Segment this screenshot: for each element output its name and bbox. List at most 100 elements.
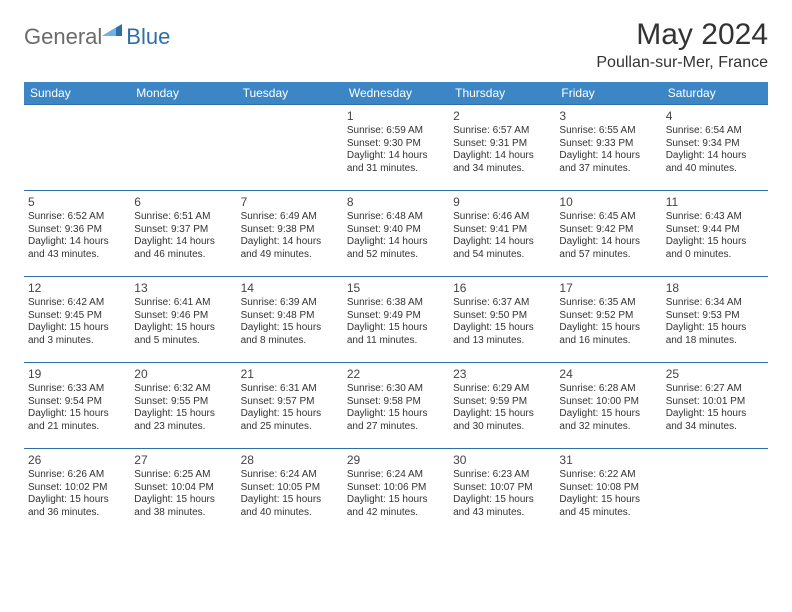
- calendar-row: 19Sunrise: 6:33 AM Sunset: 9:54 PM Dayli…: [24, 363, 768, 449]
- day-number: 20: [134, 367, 232, 381]
- day-details: Sunrise: 6:23 AM Sunset: 10:07 PM Daylig…: [453, 469, 551, 519]
- day-header: Friday: [555, 82, 661, 105]
- calendar-cell: 9Sunrise: 6:46 AM Sunset: 9:41 PM Daylig…: [449, 191, 555, 277]
- day-details: Sunrise: 6:35 AM Sunset: 9:52 PM Dayligh…: [559, 297, 657, 347]
- day-number: 21: [241, 367, 339, 381]
- day-number: 25: [666, 367, 764, 381]
- calendar-cell: 31 Sunrise: 6:22 AM Sunset: 10:08 PM Dayl…: [555, 449, 661, 535]
- calendar-cell: 14 Sunrise: 6:39 AM Sunset: 9:48 PM Dayli…: [237, 277, 343, 363]
- day-details: Sunrise: 6:48 AM Sunset: 9:40 PM Dayligh…: [347, 211, 445, 261]
- day-number: 2: [453, 109, 551, 123]
- calendar-cell: 26Sunrise: 6:26 AM Sunset: 10:02 PM Dayl…: [24, 449, 130, 535]
- day-details: Sunrise: 6:34 AM Sunset: 9:53 PM Dayligh…: [666, 297, 764, 347]
- day-details: Sunrise: 6:32 AM Sunset: 9:55 PM Dayligh…: [134, 383, 232, 433]
- logo: General Blue: [24, 18, 170, 50]
- calendar-cell: 18Sunrise: 6:34 AM Sunset: 9:53 PM Dayli…: [662, 277, 768, 363]
- day-number: 8: [347, 195, 445, 209]
- day-number: 5: [28, 195, 126, 209]
- day-number: 4: [666, 109, 764, 123]
- day-details: Sunrise: 6:30 AM Sunset: 9:58 PM Dayligh…: [347, 383, 445, 433]
- day-number: 22: [347, 367, 445, 381]
- day-number: 19: [28, 367, 126, 381]
- calendar-cell: 24Sunrise: 6:28 AM Sunset: 10:00 PM Dayl…: [555, 363, 661, 449]
- day-number: 31: [559, 453, 657, 467]
- calendar-page: General Blue May 2024 Poullan-sur-Mer, F…: [0, 0, 792, 553]
- calendar-cell: 6Sunrise: 6:51 AM Sunset: 9:37 PM Daylig…: [130, 191, 236, 277]
- day-details: Sunrise: 6:52 AM Sunset: 9:36 PM Dayligh…: [28, 211, 126, 261]
- calendar-row: 26Sunrise: 6:26 AM Sunset: 10:02 PM Dayl…: [24, 449, 768, 535]
- day-details: Sunrise: 6:41 AM Sunset: 9:46 PM Dayligh…: [134, 297, 232, 347]
- calendar-cell: 12 Sunrise: 6:42 AM Sunset: 9:45 PM Dayli…: [24, 277, 130, 363]
- day-number: 28: [241, 453, 339, 467]
- day-number: 1: [347, 109, 445, 123]
- day-number: 29: [347, 453, 445, 467]
- calendar-cell: 19Sunrise: 6:33 AM Sunset: 9:54 PM Dayli…: [24, 363, 130, 449]
- day-header: Sunday: [24, 82, 130, 105]
- calendar-cell: 27 Sunrise: 6:25 AM Sunset: 10:04 PM Dayl…: [130, 449, 236, 535]
- calendar-cell: [662, 449, 768, 535]
- day-number: 6: [134, 195, 232, 209]
- calendar-body: 1 Sunrise: 6:59 AM Sunset: 9:30 PM Daylig…: [24, 105, 768, 535]
- day-number: 3: [559, 109, 657, 123]
- day-number: 10: [559, 195, 657, 209]
- day-details: Sunrise: 6:46 AM Sunset: 9:41 PM Dayligh…: [453, 211, 551, 261]
- day-header: Monday: [130, 82, 236, 105]
- day-details: Sunrise: 6:37 AM Sunset: 9:50 PM Dayligh…: [453, 297, 551, 347]
- day-header: Saturday: [662, 82, 768, 105]
- day-details: Sunrise: 6:26 AM Sunset: 10:02 PM Daylig…: [28, 469, 126, 519]
- day-details: Sunrise: 6:39 AM Sunset: 9:48 PM Dayligh…: [241, 297, 339, 347]
- calendar-row: 12 Sunrise: 6:42 AM Sunset: 9:45 PM Dayli…: [24, 277, 768, 363]
- day-details: Sunrise: 6:43 AM Sunset: 9:44 PM Dayligh…: [666, 211, 764, 261]
- calendar-row: 1 Sunrise: 6:59 AM Sunset: 9:30 PM Daylig…: [24, 105, 768, 191]
- day-details: Sunrise: 6:24 AM Sunset: 10:06 PM Daylig…: [347, 469, 445, 519]
- day-number: 13: [134, 281, 232, 295]
- calendar-cell: 2 Sunrise: 6:57 AM Sunset: 9:31 PM Daylig…: [449, 105, 555, 191]
- logo-text-blue: Blue: [126, 24, 170, 50]
- calendar-cell: 10Sunrise: 6:45 AM Sunset: 9:42 PM Dayli…: [555, 191, 661, 277]
- day-details: Sunrise: 6:42 AM Sunset: 9:45 PM Dayligh…: [28, 297, 126, 347]
- calendar-cell: 8 Sunrise: 6:48 AM Sunset: 9:40 PM Daylig…: [343, 191, 449, 277]
- title-block: May 2024 Poullan-sur-Mer, France: [596, 18, 768, 72]
- page-subtitle: Poullan-sur-Mer, France: [596, 54, 768, 72]
- calendar-cell: 21 Sunrise: 6:31 AM Sunset: 9:57 PM Dayli…: [237, 363, 343, 449]
- day-details: Sunrise: 6:22 AM Sunset: 10:08 PM Daylig…: [559, 469, 657, 519]
- day-header: Wednesday: [343, 82, 449, 105]
- calendar-cell: 28 Sunrise: 6:24 AM Sunset: 10:05 PM Dayl…: [237, 449, 343, 535]
- calendar-cell: 11 Sunrise: 6:43 AM Sunset: 9:44 PM Dayli…: [662, 191, 768, 277]
- calendar-table: Sunday Monday Tuesday Wednesday Thursday…: [24, 82, 768, 535]
- day-number: 7: [241, 195, 339, 209]
- calendar-cell: 13 Sunrise: 6:41 AM Sunset: 9:46 PM Dayli…: [130, 277, 236, 363]
- calendar-cell: 15 Sunrise: 6:38 AM Sunset: 9:49 PM Dayli…: [343, 277, 449, 363]
- day-details: Sunrise: 6:54 AM Sunset: 9:34 PM Dayligh…: [666, 125, 764, 175]
- calendar-cell: 22 Sunrise: 6:30 AM Sunset: 9:58 PM Dayli…: [343, 363, 449, 449]
- day-number: 11: [666, 195, 764, 209]
- day-details: Sunrise: 6:49 AM Sunset: 9:38 PM Dayligh…: [241, 211, 339, 261]
- day-details: Sunrise: 6:31 AM Sunset: 9:57 PM Dayligh…: [241, 383, 339, 433]
- day-details: Sunrise: 6:57 AM Sunset: 9:31 PM Dayligh…: [453, 125, 551, 175]
- day-details: Sunrise: 6:55 AM Sunset: 9:33 PM Dayligh…: [559, 125, 657, 175]
- calendar-cell: 5 Sunrise: 6:52 AM Sunset: 9:36 PM Daylig…: [24, 191, 130, 277]
- page-title: May 2024: [596, 18, 768, 52]
- calendar-cell: 1 Sunrise: 6:59 AM Sunset: 9:30 PM Daylig…: [343, 105, 449, 191]
- day-number: 27: [134, 453, 232, 467]
- day-details: Sunrise: 6:59 AM Sunset: 9:30 PM Dayligh…: [347, 125, 445, 175]
- day-header: Thursday: [449, 82, 555, 105]
- calendar-cell: 30 Sunrise: 6:23 AM Sunset: 10:07 PM Dayl…: [449, 449, 555, 535]
- day-header: Tuesday: [237, 82, 343, 105]
- calendar-cell: [130, 105, 236, 191]
- day-number: 14: [241, 281, 339, 295]
- calendar-cell: 25 Sunrise: 6:27 AM Sunset: 10:01 PM Dayl…: [662, 363, 768, 449]
- calendar-cell: 23Sunrise: 6:29 AM Sunset: 9:59 PM Dayli…: [449, 363, 555, 449]
- day-details: Sunrise: 6:29 AM Sunset: 9:59 PM Dayligh…: [453, 383, 551, 433]
- day-number: 15: [347, 281, 445, 295]
- logo-triangle-icon: [102, 22, 122, 41]
- day-details: Sunrise: 6:28 AM Sunset: 10:00 PM Daylig…: [559, 383, 657, 433]
- day-number: 12: [28, 281, 126, 295]
- calendar-cell: [237, 105, 343, 191]
- day-number: 30: [453, 453, 551, 467]
- day-details: Sunrise: 6:27 AM Sunset: 10:01 PM Daylig…: [666, 383, 764, 433]
- day-details: Sunrise: 6:24 AM Sunset: 10:05 PM Daylig…: [241, 469, 339, 519]
- day-details: Sunrise: 6:38 AM Sunset: 9:49 PM Dayligh…: [347, 297, 445, 347]
- header: General Blue May 2024 Poullan-sur-Mer, F…: [24, 18, 768, 72]
- day-details: Sunrise: 6:25 AM Sunset: 10:04 PM Daylig…: [134, 469, 232, 519]
